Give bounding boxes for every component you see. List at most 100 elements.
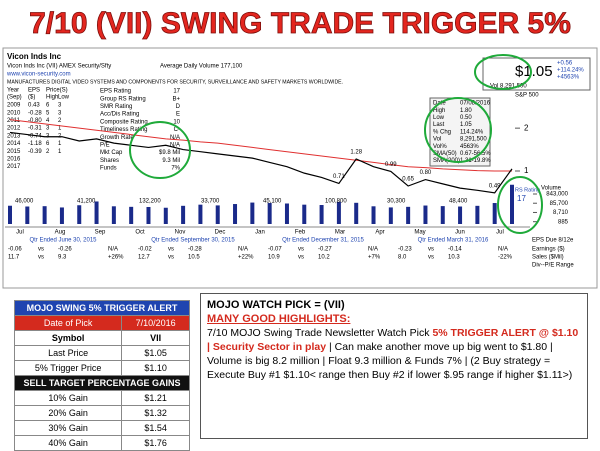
volume-bar bbox=[8, 205, 12, 224]
quarter-label: Qtr Ended September 30, 2015 bbox=[151, 238, 235, 244]
volume-label: 30,300 bbox=[387, 199, 406, 205]
table-header: Year bbox=[7, 88, 19, 94]
text: | Can make another move up big went to $… bbox=[207, 341, 573, 381]
volume-label: 132,200 bbox=[139, 199, 161, 205]
table-cell: 2009 bbox=[7, 103, 21, 109]
rating-label: Shares bbox=[100, 158, 119, 164]
table-header: High bbox=[46, 95, 58, 101]
quarter-stat: N/A bbox=[238, 247, 248, 253]
highlight-circle bbox=[129, 121, 191, 179]
cell: $1.05 bbox=[121, 345, 190, 361]
rating-value: 17 bbox=[173, 89, 180, 95]
cell: 5% Trigger Price bbox=[13, 360, 123, 376]
row: Last Price $1.05 bbox=[13, 345, 190, 361]
quarter-stat: 10.5 bbox=[188, 255, 200, 261]
month-label: Jul bbox=[496, 230, 504, 236]
date-box-value: 0.50 bbox=[460, 115, 472, 121]
volume-tick-label: 85,700 bbox=[550, 201, 569, 207]
volume-bar bbox=[215, 205, 220, 224]
price-annotation: 0.80 bbox=[420, 170, 432, 176]
date-box-value: 114.24% bbox=[460, 129, 484, 135]
change: +0.56 bbox=[557, 61, 573, 67]
volume-bar bbox=[181, 205, 186, 224]
volume-title: Volume bbox=[541, 186, 562, 192]
quarter-stat: -0.07 bbox=[268, 247, 282, 253]
rating-value: 10 bbox=[173, 119, 180, 125]
month-label: Nov bbox=[175, 230, 186, 236]
highlights: MANY GOOD HIGHLIGHTS: bbox=[207, 313, 351, 325]
volume-label: 41,200 bbox=[77, 199, 96, 205]
volume-bar bbox=[492, 203, 497, 224]
cell: VII bbox=[121, 330, 190, 346]
rating-label: Funds bbox=[100, 166, 117, 172]
volume-tick-label: 8,710 bbox=[553, 210, 569, 216]
volume-bar bbox=[371, 206, 376, 224]
table-cell: -1.18 bbox=[28, 141, 42, 147]
rating-value: C- bbox=[174, 127, 180, 133]
volume-bar bbox=[25, 206, 30, 224]
volume-label: 33,700 bbox=[201, 199, 220, 205]
y-tick-label: 1 bbox=[524, 166, 529, 175]
quarter-label: Qtr Ended June 30, 2015 bbox=[29, 238, 97, 244]
cell: 30% Gain bbox=[13, 420, 123, 436]
date-box-value: 4563% bbox=[460, 144, 479, 150]
month-label: Jan bbox=[255, 230, 265, 236]
quarter-stat: -0.27 bbox=[318, 247, 332, 253]
volume-bar bbox=[302, 204, 307, 224]
quarter-stat: -0.26 bbox=[58, 247, 72, 253]
volume-bar bbox=[198, 204, 203, 224]
table-cell: -0.31 bbox=[28, 126, 42, 132]
month-label: Sep bbox=[95, 230, 106, 236]
volume-bar bbox=[388, 207, 393, 224]
change: +114.24% bbox=[557, 68, 584, 74]
cell: 20% Gain bbox=[13, 405, 123, 421]
rating-value: $9.8 Mil bbox=[159, 150, 180, 156]
volume-bar bbox=[354, 202, 359, 224]
date-box-label: Last bbox=[433, 122, 445, 128]
quarter-stat: -0.14 bbox=[448, 247, 462, 253]
quarter-stat: +7% bbox=[368, 255, 381, 261]
row: 5% Trigger Price $1.10 bbox=[13, 360, 190, 376]
quarter-stat: vs bbox=[428, 247, 434, 253]
alert-table: MOJO SWING 5% TRIGGER ALERT Date of Pick… bbox=[13, 300, 190, 451]
quarter-stat: 10.3 bbox=[448, 255, 460, 261]
rating-label: Mkt Cap bbox=[100, 150, 123, 156]
month-label: Oct bbox=[135, 230, 145, 236]
table-cell: 2013 bbox=[7, 133, 21, 139]
avg-volume: Average Daily Volume 177,100 bbox=[160, 64, 243, 70]
moving-average bbox=[9, 119, 512, 172]
row: 40% Gain $1.76 bbox=[13, 435, 190, 451]
volume-bar bbox=[250, 202, 255, 224]
volume-bar bbox=[284, 203, 289, 224]
quarter-stat: +22% bbox=[238, 255, 254, 261]
month-label: Dec bbox=[215, 230, 226, 236]
table-cell: 2010 bbox=[7, 110, 21, 116]
table-cell: 2012 bbox=[7, 126, 21, 132]
month-label: Mar bbox=[335, 230, 345, 236]
quarter-stat: 12.7 bbox=[138, 255, 150, 261]
price-box bbox=[482, 57, 591, 91]
rating-label: Acc/Dis Rating bbox=[100, 112, 139, 118]
stat-label: Sales ($Mil) bbox=[532, 255, 564, 261]
date-box-label: High bbox=[433, 108, 445, 114]
table-cell: 2 bbox=[46, 149, 50, 155]
volume-label: 45,100 bbox=[263, 199, 282, 205]
table-header: Low bbox=[58, 95, 70, 101]
quarter-stat: N/A bbox=[498, 247, 508, 253]
month-label: Jul bbox=[16, 230, 24, 236]
quarter-stat: vs bbox=[168, 247, 174, 253]
price-annotation: 0.65 bbox=[402, 177, 414, 183]
cell: $1.76 bbox=[121, 435, 190, 451]
month-label: Aug bbox=[55, 230, 66, 236]
month-label: May bbox=[414, 230, 425, 236]
table-cell: 3 bbox=[58, 103, 62, 109]
quarter-stat: 11.7 bbox=[8, 255, 20, 261]
volume-label: 100,800 bbox=[325, 199, 347, 205]
price-line bbox=[9, 131, 513, 194]
cell: Symbol bbox=[13, 330, 123, 346]
price: $1.05 bbox=[515, 63, 553, 80]
table-cell: 3 bbox=[58, 110, 62, 116]
quarter-stat: 8.0 bbox=[398, 255, 407, 261]
volume-bar bbox=[129, 206, 134, 224]
cell: $1.32 bbox=[121, 405, 190, 421]
